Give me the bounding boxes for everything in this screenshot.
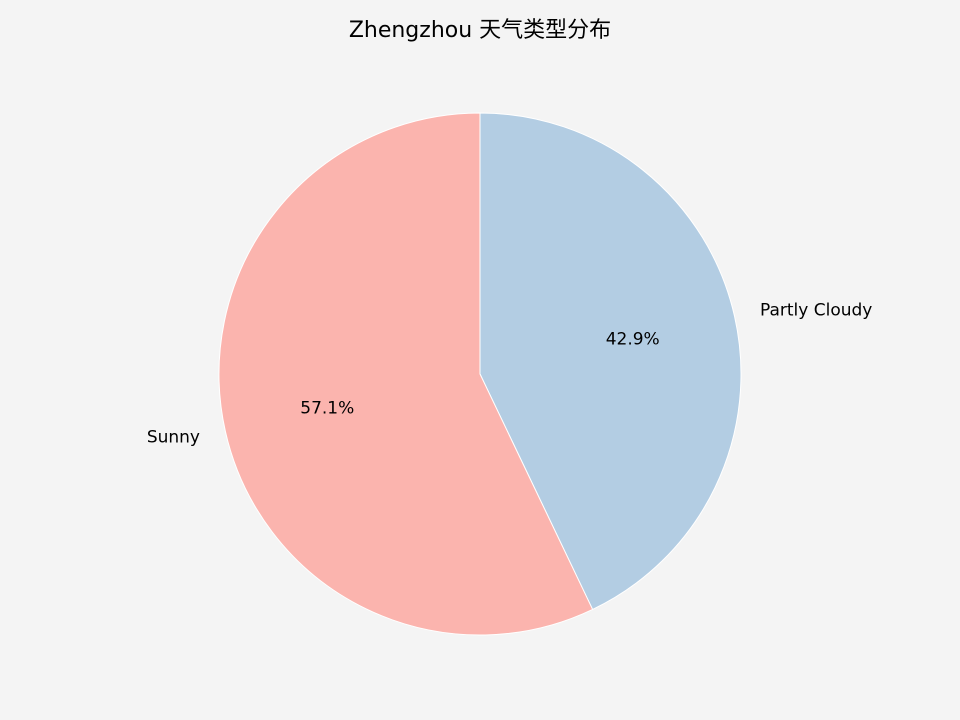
pct-label-partly-cloudy: 42.9% [606, 329, 660, 349]
pie-slices [219, 113, 741, 635]
pct-label-sunny: 57.1% [300, 399, 354, 419]
slice-label-sunny: Sunny [147, 428, 200, 448]
slice-label-partly-cloudy: Partly Cloudy [760, 300, 872, 320]
